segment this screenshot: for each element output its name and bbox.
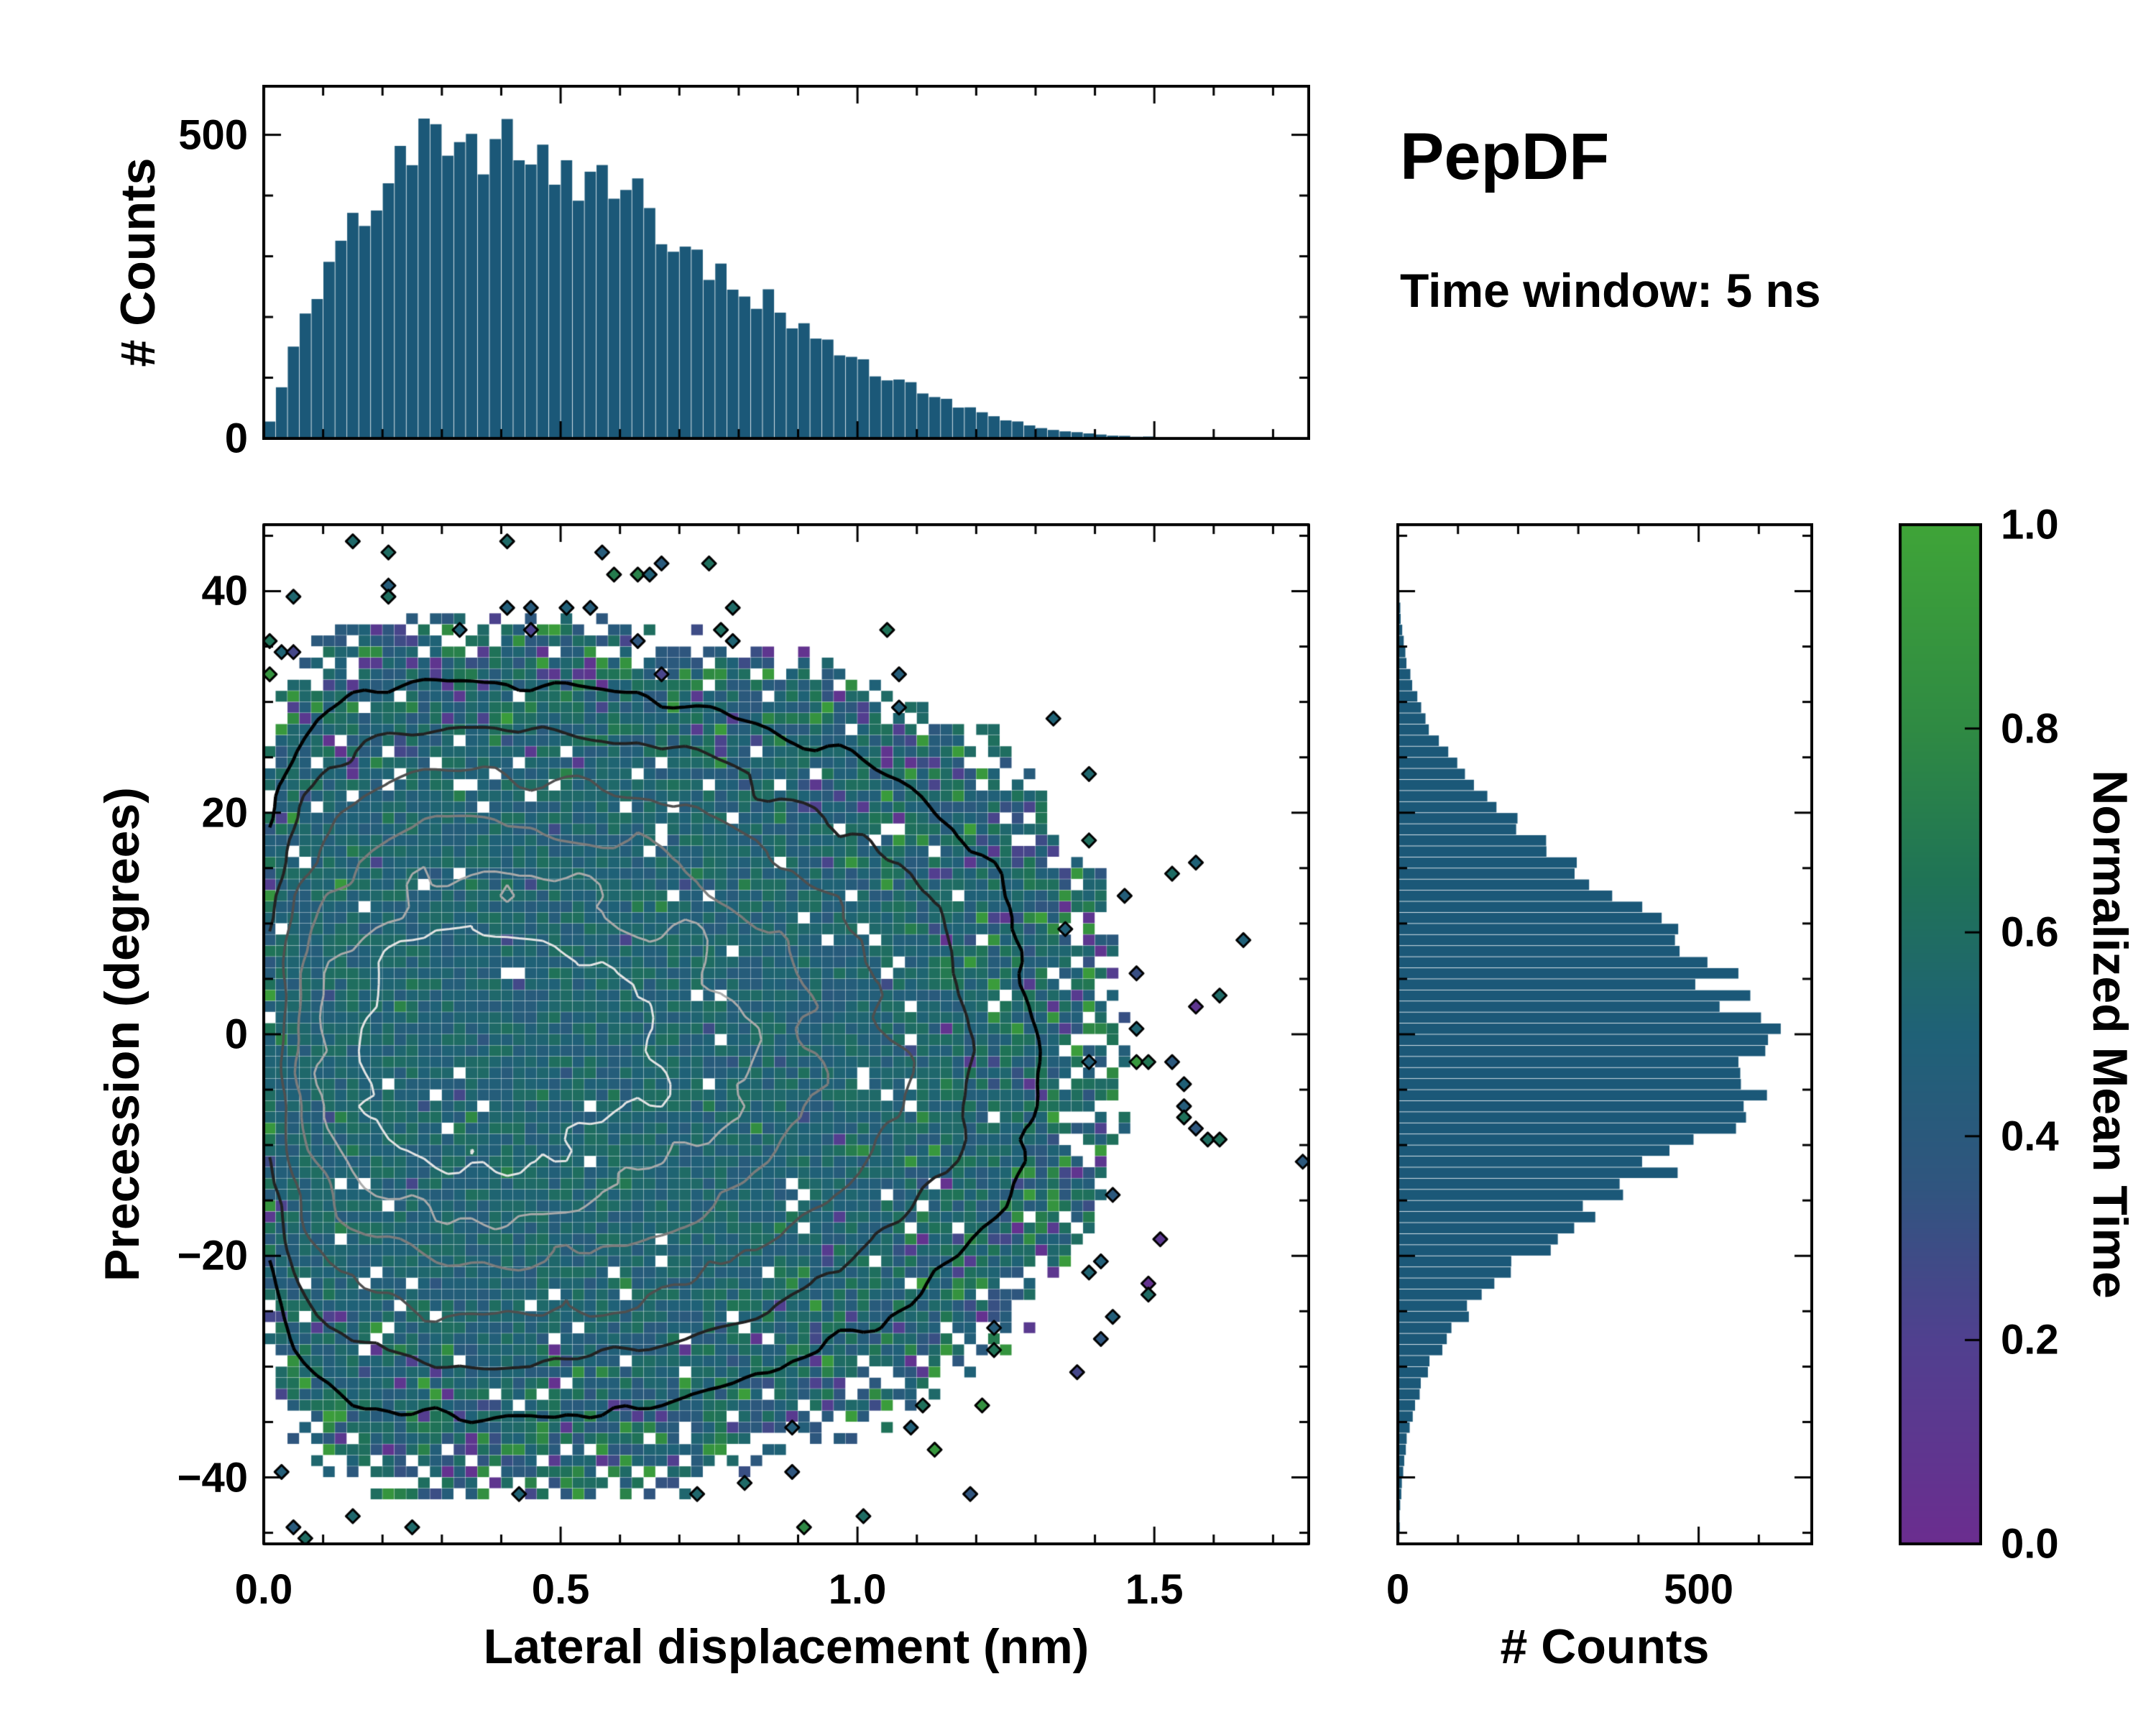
tick-label: 500: [178, 111, 248, 159]
right-hist-xlabel: # Counts: [1500, 1619, 1710, 1674]
colorbar-label: Normalized Mean Time: [2083, 770, 2137, 1299]
tick-label: 0.8: [2001, 705, 2059, 753]
tick-label: 0: [1386, 1566, 1410, 1613]
tick-label: −20: [177, 1232, 248, 1279]
tick-label: 0.4: [2001, 1113, 2059, 1160]
joint-heatmap-canvas: [262, 523, 1310, 1545]
top-hist-ylabel: # Counts: [111, 157, 165, 367]
tick-label: 0.6: [2001, 908, 2059, 956]
top-histogram-canvas: [262, 85, 1310, 440]
tick-label: 1.0: [828, 1566, 887, 1613]
tick-label: 500: [1664, 1566, 1733, 1613]
tick-label: 20: [201, 789, 248, 837]
plot-title: PepDF: [1400, 120, 1610, 193]
tick-label: 40: [201, 567, 248, 615]
tick-label: 0: [224, 415, 248, 462]
tick-label: 1.5: [1125, 1566, 1184, 1613]
tick-label: 1.0: [2001, 501, 2059, 548]
tick-label: 0: [224, 1011, 248, 1058]
main-xlabel: Lateral displacement (nm): [483, 1619, 1089, 1674]
tick-label: 0.0: [234, 1566, 293, 1613]
tick-label: 0.0: [2001, 1520, 2059, 1568]
tick-label: 0.5: [531, 1566, 590, 1613]
tick-label: −40: [177, 1454, 248, 1501]
colorbar-canvas: [1899, 523, 1982, 1545]
tick-label: 0.2: [2001, 1316, 2059, 1363]
main-ylabel: Precession (degrees): [95, 787, 149, 1282]
time-window-annotation: Time window: 5 ns: [1400, 264, 1821, 317]
right-histogram-canvas: [1396, 523, 1813, 1545]
